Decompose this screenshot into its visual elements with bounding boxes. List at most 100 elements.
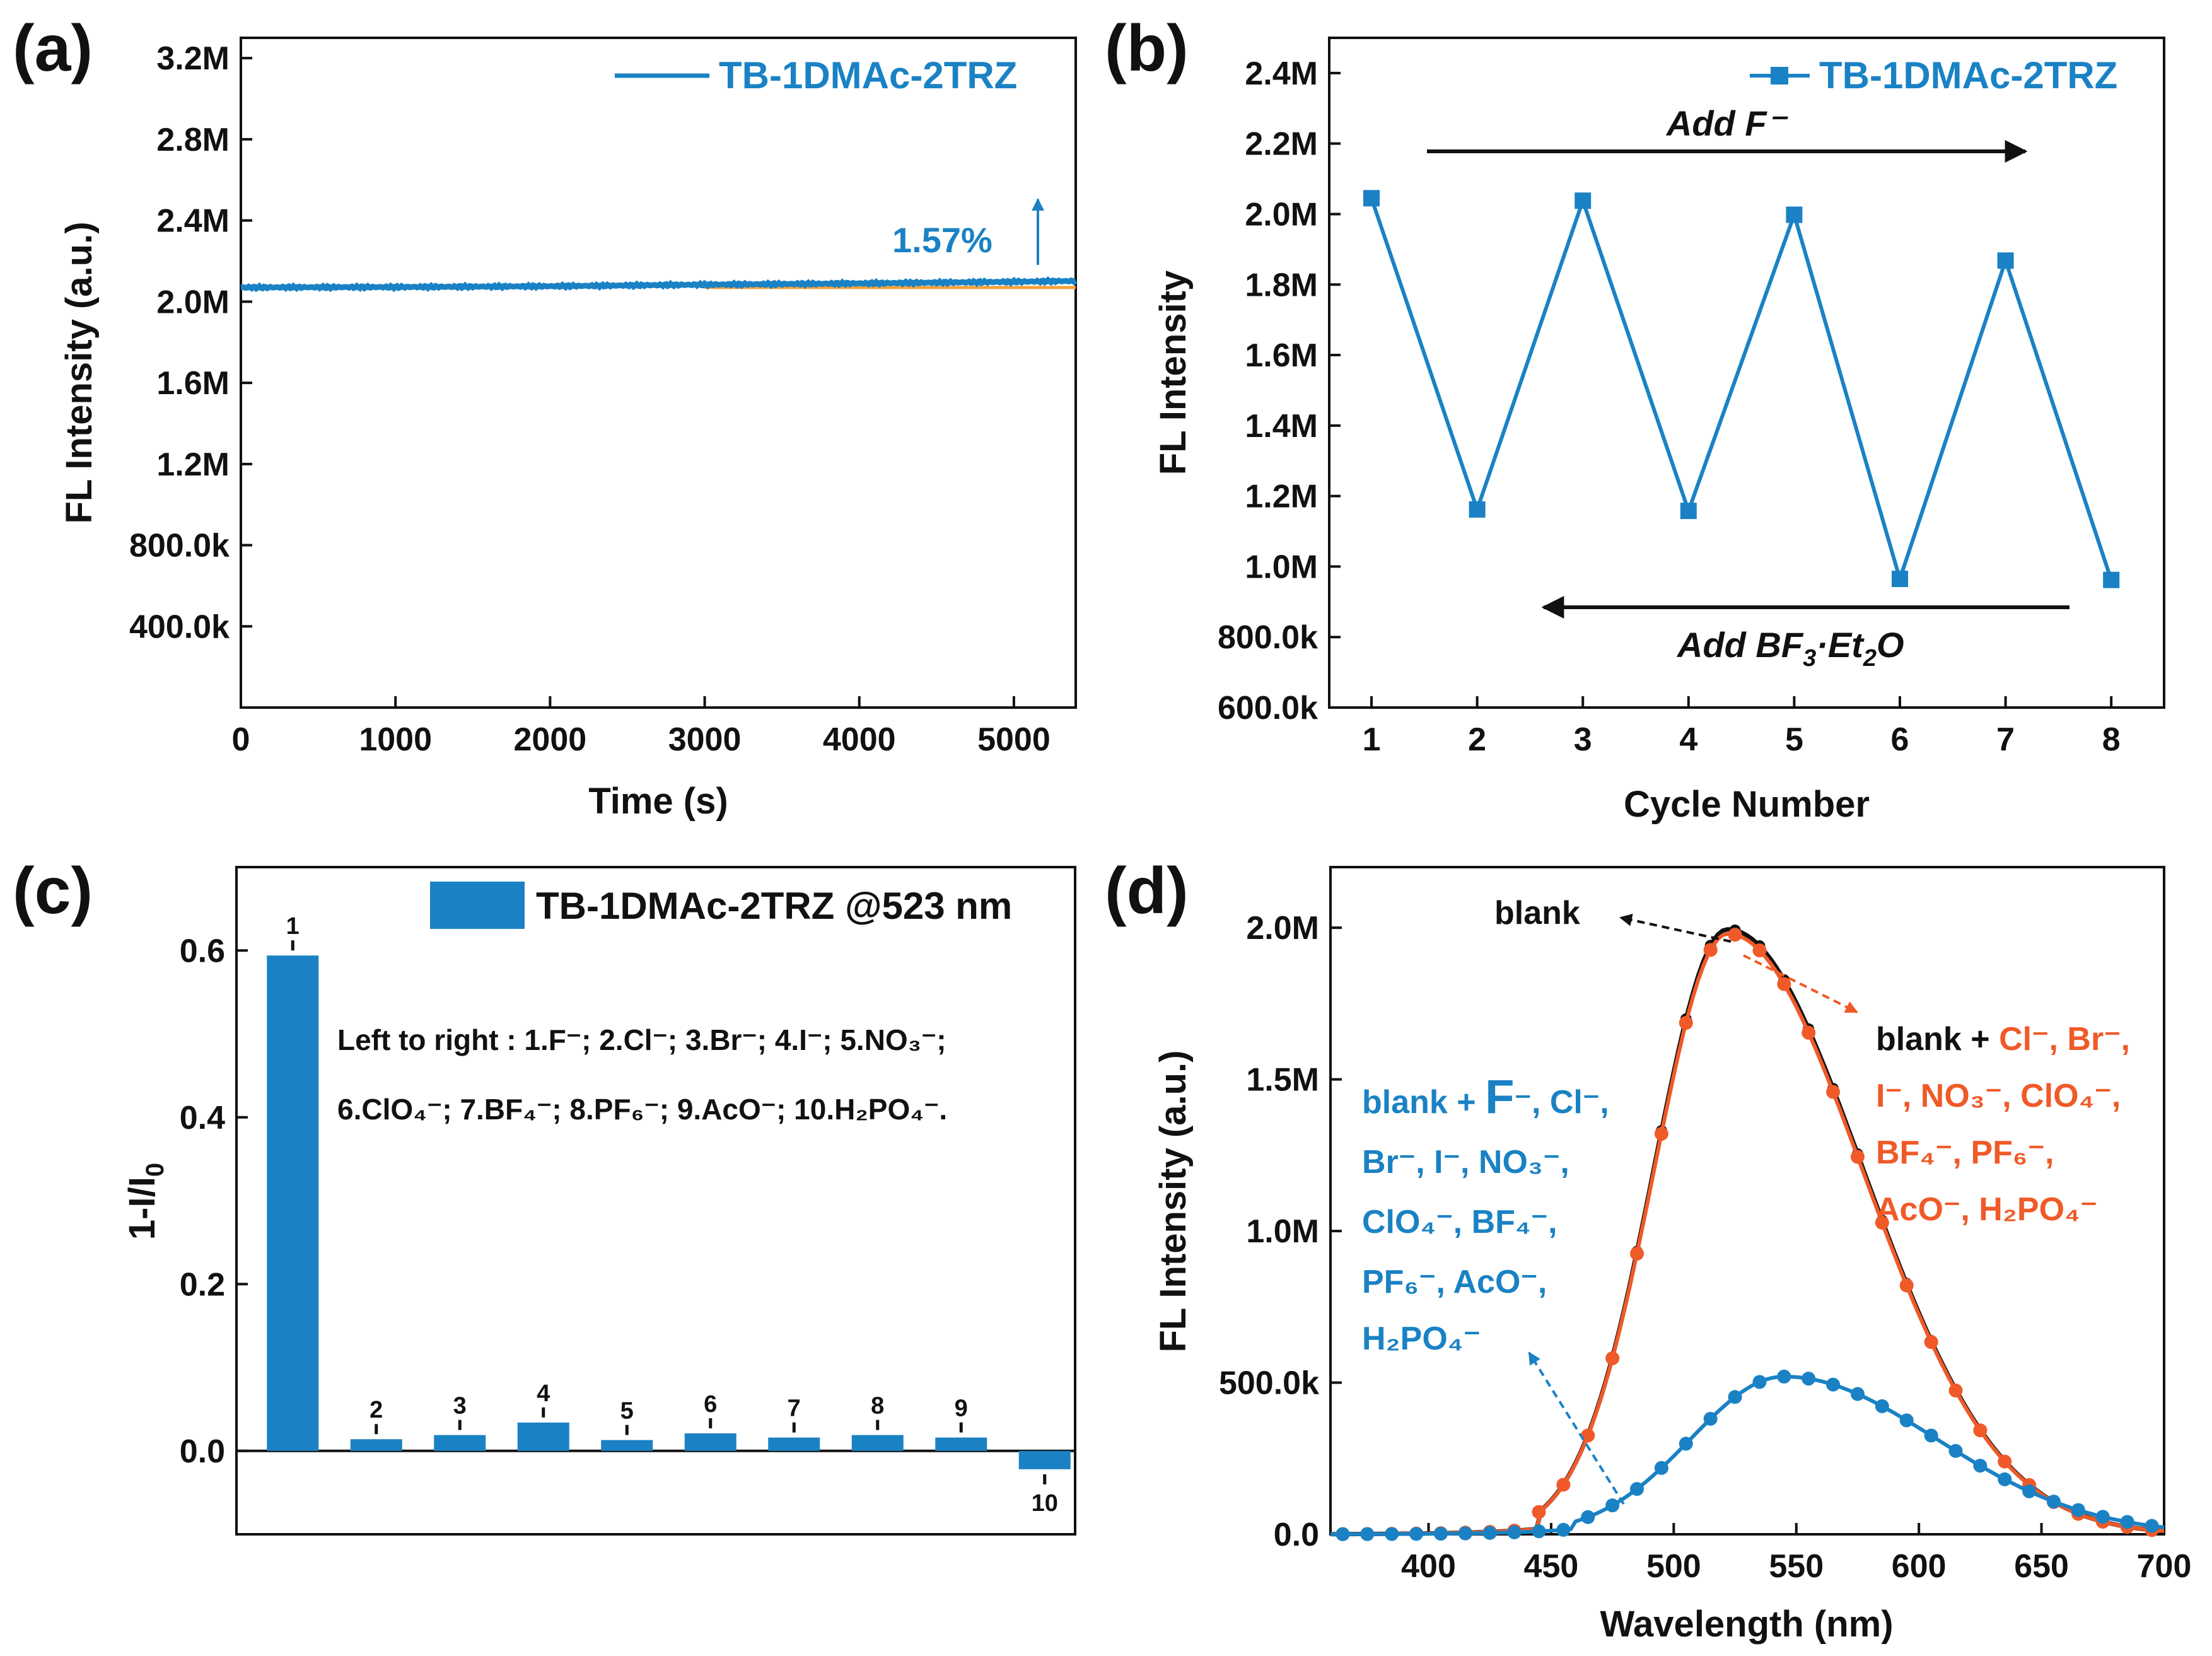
y-tick-label: 0.4: [180, 1100, 225, 1136]
panel-d-point: [1973, 1423, 1988, 1438]
panel-d-point: [1532, 1524, 1546, 1539]
y-tick-label: 3.2M: [156, 40, 230, 77]
panel-d-point: [1875, 1215, 1889, 1230]
panel-d-point: [1752, 943, 1767, 958]
panel-b-point: [1997, 252, 2014, 269]
panel-d-point: [1654, 1126, 1668, 1141]
panel-d-point: [1752, 1375, 1767, 1389]
panel-d-point: [1998, 1454, 2012, 1469]
panel-d-orange-arrow: [1743, 954, 1858, 1013]
panel-a-percent-annotation: 1.57%: [892, 220, 992, 260]
panel-d-blue-line3: ClO₄⁻, BF₄⁻,: [1362, 1204, 1557, 1240]
panel-d-point: [1850, 1387, 1865, 1401]
panel-b-series-line: [1370, 194, 2114, 586]
y-tick-label: 2.4M: [1245, 55, 1318, 92]
y-tick-label: 1.6M: [156, 365, 230, 402]
panel-a-series-line: [240, 276, 1078, 293]
y-tick-label: 800.0k: [1218, 619, 1318, 656]
x-tick-label: 3000: [668, 721, 742, 758]
panel-d-point: [1973, 1459, 1988, 1473]
panel-b-point: [1575, 192, 1592, 209]
panel-b-frame: [1328, 37, 2165, 709]
panel-d-point: [1728, 928, 1742, 942]
panel-d-blank-arrow: [1619, 914, 1732, 943]
panel-c: (c) 0.0 0.2 0.4 0.6 1 2 3 4 5 6 7 8 9 10 TB-1DMAc-2T…: [13, 854, 1076, 1536]
x-tick-label: 5000: [977, 721, 1051, 758]
panel-a-xlabel: Time (s): [588, 781, 728, 822]
panel-d-blue-line2: Br⁻, I⁻, NO₃⁻,: [1362, 1144, 1569, 1181]
y-tick-label: 2.2M: [1245, 126, 1318, 163]
bar-8: [851, 1435, 904, 1451]
y-tick-label: 1.8M: [1245, 267, 1318, 303]
bar-1: [267, 955, 319, 1451]
x-tick-label: 1: [1363, 721, 1381, 758]
panel-d-point: [1556, 1478, 1571, 1492]
y-tick-label: 2.8M: [156, 122, 230, 158]
x-tick-label: 1000: [359, 721, 432, 758]
panel-d-point: [1875, 1399, 1889, 1413]
y-tick-label: 0.0: [1274, 1517, 1319, 1553]
x-tick-label: 600: [1892, 1548, 1947, 1585]
panel-b-point: [1680, 503, 1697, 520]
panel-b-add-f-label: Add F⁻: [1665, 103, 1789, 143]
panel-d-xlabel: Wavelength (nm): [1600, 1604, 1893, 1645]
y-tick-label: 1.2M: [1245, 479, 1318, 515]
x-tick-label: 400: [1401, 1548, 1456, 1585]
panel-b-legend-label: TB-1DMAc-2TRZ: [1819, 54, 2117, 96]
bar-label: 9: [955, 1396, 968, 1422]
panel-d-point: [1654, 1461, 1668, 1475]
panel-b-ticks: 1 2 3 4 5 6 7 8 600.0k 800.0k 1.0M 1.2M 1.4M 1.6M 1.8M…: [1218, 55, 2121, 758]
panel-d-point: [2095, 1510, 2110, 1524]
panel-d-point: [1409, 1527, 1424, 1541]
panel-c-bars: 1 2 3 4 5 6 7 8 9 10: [267, 913, 1071, 1517]
panel-d-orange-line3: BF₄⁻, PF₆⁻,: [1876, 1134, 2054, 1171]
panel-c-legend-label: TB-1DMAc-2TRZ @523 nm: [536, 885, 1012, 927]
bar-10: [1018, 1450, 1071, 1469]
panel-b-ylabel: FL Intensity: [1153, 271, 1194, 475]
bar-2: [350, 1439, 402, 1451]
panel-a: (a) 0 1000 2000 3000 4000 5000 400.0k 800.0k 1.2…: [13, 12, 1078, 822]
panel-b-legend-marker: [1771, 67, 1788, 85]
y-tick-label: 1.0M: [1246, 1213, 1319, 1250]
panel-d-point: [1458, 1526, 1472, 1541]
panel-d-point: [1482, 1525, 1497, 1540]
x-tick-label: 700: [2137, 1548, 2192, 1585]
panel-d-point: [1556, 1522, 1571, 1537]
panel-b: (b) 1 2 3 4 5 6 7 8 600.0k 800.0k 1.0M 1.2M 1.4M 1.6M…: [1105, 12, 2165, 825]
panel-b-point: [1469, 501, 1486, 518]
panel-d-point: [1679, 1437, 1693, 1451]
panel-d-point: [1802, 1372, 1816, 1386]
panel-a-legend-label: TB-1DMAc-2TRZ: [719, 54, 1017, 96]
panel-d-blue-line5: H₂PO₄⁻: [1362, 1321, 1481, 1357]
x-tick-label: 8: [2102, 721, 2121, 758]
bar-3: [434, 1435, 486, 1451]
x-tick-label: 2: [1468, 721, 1486, 758]
panel-d-point: [1433, 1527, 1448, 1541]
bar-label: 10: [1032, 1490, 1058, 1517]
panel-d-orange-line2: I⁻, NO₃⁻, ClO₄⁻,: [1876, 1078, 2121, 1114]
x-tick-label: 5: [1785, 721, 1803, 758]
panel-a-frame: [240, 37, 1077, 709]
panel-d-blue-arrow: [1528, 1351, 1625, 1505]
panel-d-point: [1777, 977, 1791, 991]
x-tick-label: 4000: [823, 721, 896, 758]
y-tick-label: 1.5M: [1246, 1062, 1319, 1099]
panel-d-point: [2120, 1515, 2134, 1529]
panel-b-xlabel: Cycle Number: [1624, 784, 1870, 825]
y-tick-label: 400.0k: [129, 609, 230, 645]
x-tick-label: 3: [1574, 721, 1592, 758]
panel-d-point: [1630, 1246, 1644, 1261]
panel-d-point: [1948, 1443, 1963, 1458]
panel-d-label: (d): [1105, 854, 1189, 928]
x-tick-label: 7: [1996, 721, 2015, 758]
y-tick-label: 500.0k: [1219, 1365, 1319, 1402]
panel-b-point: [1786, 206, 1803, 223]
x-tick-label: 450: [1524, 1548, 1579, 1585]
panel-d-point: [1360, 1527, 1375, 1541]
x-tick-label: 650: [2014, 1548, 2069, 1585]
panel-d-point: [1826, 1085, 1841, 1099]
y-tick-label: 1.2M: [156, 446, 230, 483]
x-tick-label: 2000: [514, 721, 587, 758]
panel-d-point: [1924, 1428, 1938, 1443]
